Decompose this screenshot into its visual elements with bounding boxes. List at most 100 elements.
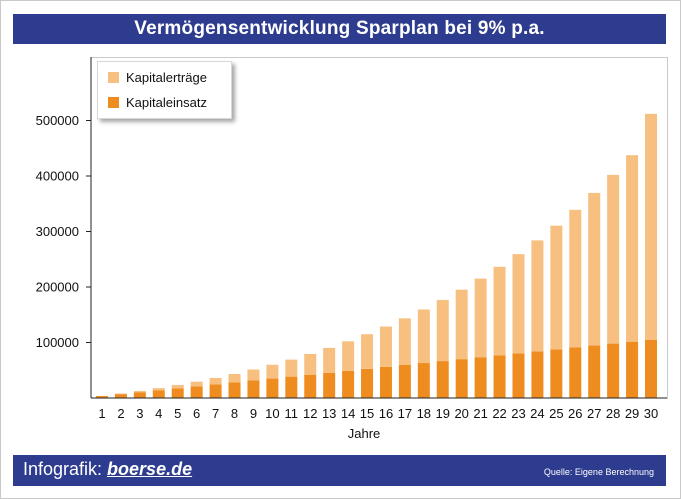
footer-bar: Infografik: boerse.de Quelle: Eigene Ber… [13, 455, 666, 486]
x-tick-label: 24 [530, 406, 544, 421]
x-tick-label: 18 [417, 406, 431, 421]
legend-swatch-kapitaleinsatz [108, 97, 119, 108]
bar-kapitalertraege [398, 318, 411, 365]
bar-kapitaleinsatz [531, 351, 544, 398]
x-tick-label: 14 [341, 406, 355, 421]
bar-kapitalertraege [171, 385, 184, 389]
bar-kapitalertraege [285, 359, 298, 377]
bar-kapitalertraege [114, 393, 127, 395]
x-tick-label: 19 [436, 406, 450, 421]
bar-kapitalertraege [190, 381, 203, 387]
x-tick-label: 21 [473, 406, 487, 421]
bar-kapitaleinsatz [607, 343, 620, 398]
footer-source: Quelle: Eigene Berechnung [543, 467, 654, 477]
bar-kapitalertraege [342, 341, 355, 371]
legend-item-kapitaleinsatz: Kapitaleinsatz [108, 95, 207, 110]
footer-brand: Infografik: boerse.de [23, 459, 192, 480]
bar-kapitalertraege [569, 209, 582, 348]
x-tick-label: 10 [265, 406, 279, 421]
bar-kapitaleinsatz [379, 366, 392, 398]
bar-kapitalertraege [436, 299, 449, 362]
bar-kapitalertraege [379, 326, 392, 367]
bar-kapitalertraege [133, 390, 146, 393]
bar-kapitaleinsatz [152, 390, 165, 398]
x-tick-label: 15 [360, 406, 374, 421]
x-tick-label: 22 [492, 406, 506, 421]
bar-kapitaleinsatz [512, 353, 525, 398]
bar-kapitalertraege [228, 373, 241, 383]
bar-kapitalertraege [209, 377, 222, 385]
bar-kapitaleinsatz [285, 376, 298, 398]
x-tick-label: 29 [625, 406, 639, 421]
bar-kapitaleinsatz [474, 357, 487, 398]
bar-kapitaleinsatz [247, 380, 260, 398]
x-tick-label: 11 [285, 406, 299, 421]
plot-area [91, 57, 668, 399]
bar-kapitalertraege [550, 225, 563, 350]
bar-kapitaleinsatz [209, 384, 222, 398]
bar-kapitaleinsatz [493, 355, 506, 398]
x-tick-label: 23 [511, 406, 525, 421]
bar-kapitaleinsatz [588, 345, 601, 398]
bar-kapitaleinsatz [455, 359, 468, 398]
bar-kapitalertraege [645, 113, 657, 340]
chart-title: Vermögensentwicklung Sparplan bei 9% p.a… [13, 14, 666, 44]
x-tick-label: 3 [136, 406, 143, 421]
bar-kapitaleinsatz [645, 339, 657, 398]
y-tick-label: 300000 [36, 224, 79, 239]
bar-kapitalertraege [417, 309, 430, 364]
bar-kapitalertraege [361, 334, 374, 369]
x-tick-label: 6 [193, 406, 200, 421]
bar-kapitaleinsatz [550, 349, 563, 398]
bar-kapitalertraege [323, 347, 336, 373]
legend-label-kapitalertraege: Kapitalerträge [126, 70, 207, 85]
bar-kapitaleinsatz [417, 363, 430, 398]
x-tick-label: 20 [454, 406, 468, 421]
bar-kapitalertraege [588, 192, 601, 346]
x-tick-label: 16 [379, 406, 393, 421]
bar-kapitalertraege [247, 369, 260, 381]
legend: Kapitalerträge Kapitaleinsatz [97, 61, 232, 119]
bar-kapitalertraege [266, 364, 279, 379]
x-tick-label: 1 [98, 406, 105, 421]
bar-kapitaleinsatz [228, 382, 241, 398]
x-tick-label: 5 [174, 406, 181, 421]
bar-kapitalertraege [152, 388, 165, 391]
x-tick-label: 25 [549, 406, 563, 421]
x-tick-label: 7 [212, 406, 219, 421]
legend-item-kapitalertraege: Kapitalerträge [108, 70, 207, 85]
footer-brand-prefix: Infografik: [23, 459, 108, 479]
bar-kapitaleinsatz [342, 370, 355, 398]
bar-kapitalertraege [455, 289, 468, 360]
bar-kapitaleinsatz [133, 392, 146, 398]
bar-kapitaleinsatz [323, 372, 336, 398]
bar-kapitalertraege [493, 266, 506, 356]
bar-kapitalertraege [474, 278, 487, 358]
bar-kapitaleinsatz [361, 368, 374, 398]
bar-kapitaleinsatz [436, 361, 449, 398]
bar-kapitaleinsatz [96, 396, 108, 398]
y-tick-label: 200000 [36, 280, 79, 295]
legend-label-kapitaleinsatz: Kapitaleinsatz [126, 95, 207, 110]
y-tick-label: 400000 [36, 169, 79, 184]
x-tick-label: 17 [398, 406, 412, 421]
bar-kapitaleinsatz [626, 341, 639, 398]
bar-kapitalertraege [626, 155, 639, 342]
bar-kapitaleinsatz [304, 374, 317, 398]
x-tick-label: 8 [231, 406, 238, 421]
x-tick-label: 27 [587, 406, 601, 421]
legend-swatch-kapitalertraege [108, 72, 119, 83]
y-tick-label: 100000 [36, 335, 79, 350]
bar-kapitalertraege [531, 240, 544, 352]
footer-brand-site[interactable]: boerse.de [107, 459, 193, 479]
bar-kapitalertraege [512, 254, 525, 354]
x-tick-label: 4 [155, 406, 162, 421]
x-tick-label: 9 [250, 406, 257, 421]
bar-kapitaleinsatz [171, 388, 184, 398]
bar-kapitaleinsatz [114, 394, 127, 398]
x-tick-label: 12 [303, 406, 317, 421]
bar-kapitaleinsatz [266, 378, 279, 398]
x-tick-label: 13 [322, 406, 336, 421]
y-tick-label: 500000 [36, 113, 79, 128]
